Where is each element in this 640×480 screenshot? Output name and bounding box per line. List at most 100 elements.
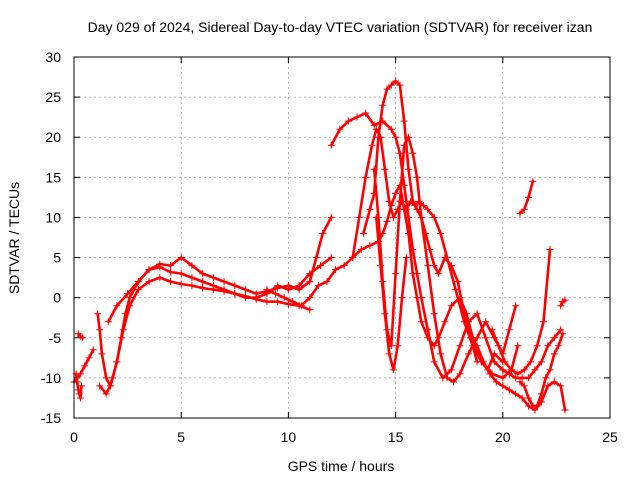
data-point-marker [98, 350, 106, 358]
data-point-marker [482, 334, 490, 342]
data-point-marker [396, 149, 404, 157]
plot-frame [73, 56, 611, 419]
series-line [518, 180, 535, 215]
data-point-marker [263, 298, 271, 306]
data-point-marker [537, 358, 545, 366]
data-point-marker [272, 290, 280, 298]
y-axis-label: SDTVAR / TECUs [6, 182, 22, 294]
series-line [501, 328, 563, 380]
data-point-marker [156, 274, 164, 282]
y-tick-label: 25 [45, 89, 61, 105]
data-point-marker [113, 302, 121, 310]
data-point-marker [349, 254, 357, 262]
data-point-marker [409, 149, 417, 157]
y-tick-label: 15 [45, 169, 61, 185]
data-point-marker [480, 358, 488, 366]
data-point-marker [499, 374, 507, 382]
data-point-marker [336, 125, 344, 133]
series-arc-2 [72, 370, 86, 402]
x-tick-label: 25 [602, 429, 618, 445]
data-point-marker [430, 213, 438, 221]
data-point-marker [555, 342, 563, 350]
data-point-marker [518, 374, 526, 382]
data-point-marker [374, 133, 382, 141]
data-point-marker [441, 254, 449, 262]
data-point-marker [102, 374, 110, 382]
data-point-marker [85, 354, 93, 362]
series-line [374, 216, 408, 372]
data-point-marker [263, 286, 271, 294]
series-arc-10 [359, 77, 481, 366]
data-point-marker [486, 370, 494, 378]
data-point-marker [396, 197, 404, 205]
data-point-marker [550, 334, 558, 342]
data-point-marker [370, 121, 378, 129]
data-point-marker [126, 294, 134, 302]
data-point-marker [199, 270, 207, 278]
data-point-marker [79, 334, 87, 342]
data-point-marker [134, 278, 142, 286]
data-point-marker [242, 294, 250, 302]
data-point-marker [507, 366, 515, 374]
data-point-marker [312, 254, 320, 262]
data-point-marker [488, 326, 496, 334]
data-point-marker [177, 270, 185, 278]
data-point-marker [188, 274, 196, 282]
data-point-marker [344, 117, 352, 125]
data-point-marker [188, 262, 196, 270]
x-axis-label: GPS time / hours [288, 458, 395, 474]
data-point-marker [413, 270, 421, 278]
data-point-marker [220, 286, 228, 294]
data-point-marker [417, 294, 425, 302]
data-point-marker [76, 394, 84, 402]
data-point-marker [441, 318, 449, 326]
data-point-marker [323, 278, 331, 286]
data-point-marker [512, 374, 520, 382]
data-point-marker [166, 278, 174, 286]
data-point-marker [389, 213, 397, 221]
data-point-marker [387, 125, 395, 133]
data-point-marker [516, 378, 524, 386]
data-point-marker [295, 286, 303, 294]
data-point-marker [327, 141, 335, 149]
data-point-marker [74, 386, 82, 394]
data-point-marker [340, 262, 348, 270]
data-point-marker [400, 141, 408, 149]
data-point-marker [102, 390, 110, 398]
data-point-marker [117, 334, 125, 342]
data-point-marker [413, 173, 421, 181]
data-point-marker [145, 266, 153, 274]
data-point-marker [492, 378, 500, 386]
data-point-marker [501, 358, 509, 366]
data-point-marker [383, 85, 391, 93]
series-line [362, 79, 479, 364]
data-point-marker [550, 378, 558, 386]
data-point-marker [449, 378, 457, 386]
data-point-marker [443, 374, 451, 382]
data-point-marker [199, 284, 207, 292]
data-point-marker [280, 294, 288, 302]
data-point-marker [499, 366, 507, 374]
data-point-marker [209, 282, 217, 290]
data-point-marker [527, 358, 535, 366]
series-arc-4 [94, 274, 314, 390]
series-line [265, 184, 505, 372]
data-point-marker [473, 358, 481, 366]
data-point-marker [392, 189, 400, 197]
data-point-marker [409, 197, 417, 205]
data-point-marker [289, 298, 297, 306]
data-point-marker [188, 282, 196, 290]
axis-ticks: 0 5 10 15 20 25 -15 -10 -5 0 5 10 15 20 25 30 [41, 49, 618, 445]
data-point-marker [482, 318, 490, 326]
data-point-marker [430, 262, 438, 270]
y-tick-label: 20 [45, 129, 61, 145]
data-point-marker [396, 81, 404, 89]
data-point-marker [426, 246, 434, 254]
data-point-marker [542, 374, 550, 382]
data-point-marker [317, 262, 325, 270]
data-point-marker [392, 133, 400, 141]
series-arc-16 [499, 326, 565, 382]
series-arc-17 [516, 177, 537, 217]
series-arc-15 [516, 330, 567, 410]
data-point-marker [529, 177, 537, 185]
